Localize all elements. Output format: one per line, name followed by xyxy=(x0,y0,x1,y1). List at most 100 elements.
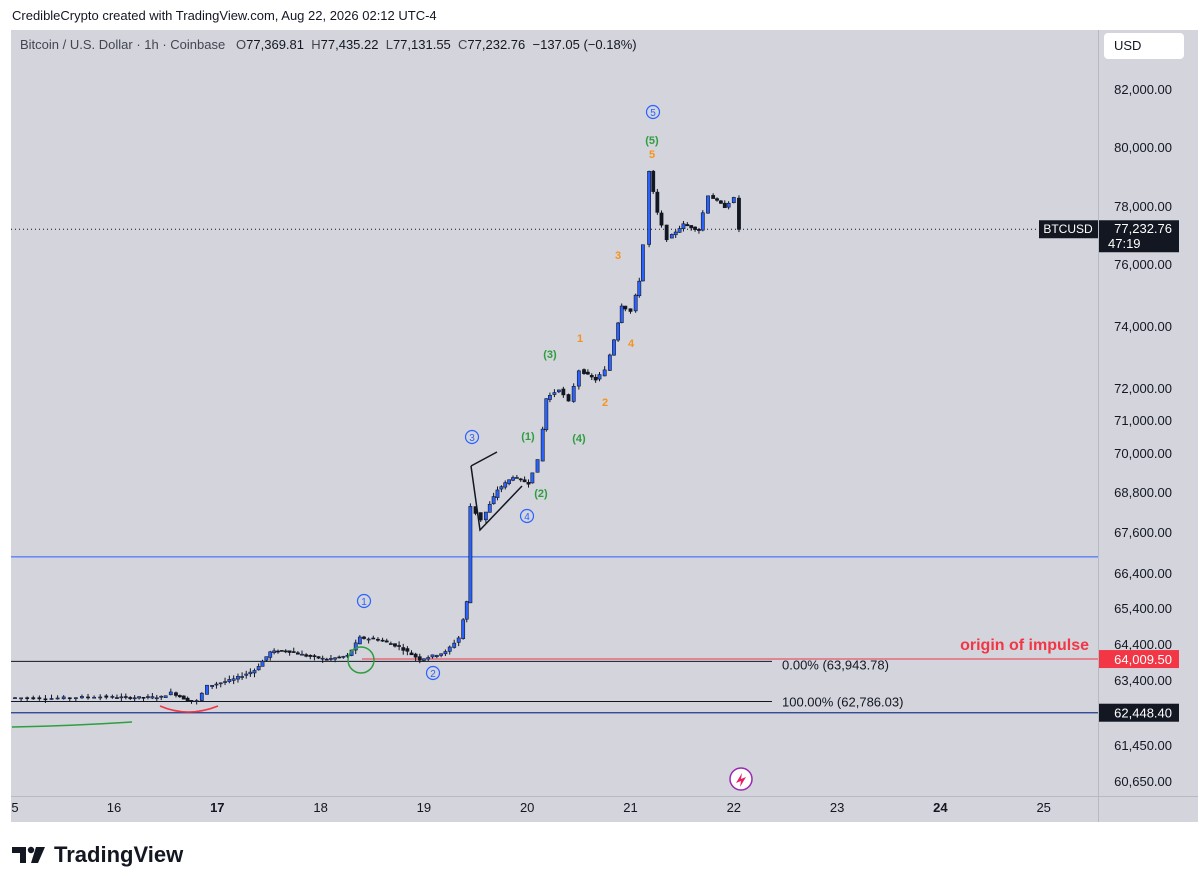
candle-body[interactable] xyxy=(132,697,137,700)
candle-body[interactable] xyxy=(333,657,337,660)
candle-body[interactable] xyxy=(320,657,325,660)
candle-body[interactable] xyxy=(726,202,731,208)
candle-body[interactable] xyxy=(236,676,240,680)
candle-body[interactable] xyxy=(689,225,694,229)
candle-body[interactable] xyxy=(25,697,30,699)
candle-body[interactable] xyxy=(205,684,209,695)
candle-body[interactable] xyxy=(137,696,141,699)
candle-body[interactable] xyxy=(405,648,410,652)
candle-body[interactable] xyxy=(214,683,219,686)
candle-body[interactable] xyxy=(283,650,288,653)
candle-body[interactable] xyxy=(556,389,561,393)
candle-body[interactable] xyxy=(240,676,244,678)
candle-body[interactable] xyxy=(522,479,527,483)
candle-body[interactable] xyxy=(31,697,36,700)
candle-body[interactable] xyxy=(231,678,236,681)
symbol-name[interactable]: Bitcoin / U.S. Dollar · 1h · Coinbase xyxy=(20,37,226,52)
candle-body[interactable] xyxy=(55,697,60,700)
candle-body[interactable] xyxy=(456,637,461,643)
candle-body[interactable] xyxy=(393,643,397,647)
candle-body[interactable] xyxy=(401,647,406,651)
candle-body[interactable] xyxy=(248,671,253,675)
candle-body[interactable] xyxy=(272,650,277,653)
candle-body[interactable] xyxy=(98,696,103,699)
candle-body[interactable] xyxy=(146,696,150,698)
candle-body[interactable] xyxy=(252,670,257,674)
candle-body[interactable] xyxy=(210,684,215,687)
candle-body[interactable] xyxy=(628,308,633,312)
candle-body[interactable] xyxy=(535,459,540,473)
candle-body[interactable] xyxy=(316,656,321,659)
candle-body[interactable] xyxy=(409,652,414,656)
candle-body[interactable] xyxy=(181,695,186,700)
red-arc-marker[interactable] xyxy=(159,705,219,713)
candle-body[interactable] xyxy=(295,652,300,655)
candle-body[interactable] xyxy=(104,695,109,698)
candle-body[interactable] xyxy=(223,681,227,683)
candle-body[interactable] xyxy=(511,477,515,481)
candle-body[interactable] xyxy=(163,695,168,698)
candle-body[interactable] xyxy=(308,654,313,657)
candle-body[interactable] xyxy=(49,698,54,700)
candle-body[interactable] xyxy=(669,234,674,239)
candle-body[interactable] xyxy=(585,371,590,375)
candle-body[interactable] xyxy=(227,679,232,682)
candle-body[interactable] xyxy=(478,512,483,521)
candle-body[interactable] xyxy=(80,696,84,699)
candle-body[interactable] xyxy=(491,496,496,505)
candle-body[interactable] xyxy=(260,660,265,667)
candle-body[interactable] xyxy=(526,482,531,485)
candle-body[interactable] xyxy=(168,691,173,696)
candle-body[interactable] xyxy=(483,511,488,521)
candle-body[interactable] xyxy=(380,639,385,642)
candle-body[interactable] xyxy=(589,375,594,378)
candle-body[interactable] xyxy=(503,482,508,488)
candle-body[interactable] xyxy=(177,695,182,698)
candle-body[interactable] xyxy=(434,655,439,658)
candle-body[interactable] xyxy=(312,655,317,657)
candle-body[interactable] xyxy=(43,698,48,701)
candle-body[interactable] xyxy=(737,197,741,230)
candle-body[interactable] xyxy=(597,374,602,380)
candle-body[interactable] xyxy=(300,653,304,656)
candle-body[interactable] xyxy=(73,697,78,699)
candle-body[interactable] xyxy=(487,503,492,513)
candle-body[interactable] xyxy=(602,369,607,377)
candle-body[interactable] xyxy=(677,228,682,233)
candle-body[interactable] xyxy=(514,477,519,479)
candle-body[interactable] xyxy=(655,191,660,213)
candle-body[interactable] xyxy=(637,280,642,297)
candle-body[interactable] xyxy=(461,619,466,639)
candle-body[interactable] xyxy=(371,637,376,640)
candle-body[interactable] xyxy=(417,656,422,661)
candle-body[interactable] xyxy=(540,428,545,462)
candle-body[interactable] xyxy=(718,200,723,204)
candle-body[interactable] xyxy=(123,696,128,698)
candle-body[interactable] xyxy=(619,305,624,323)
candle-body[interactable] xyxy=(287,650,292,653)
candle-body[interactable] xyxy=(413,653,418,658)
candle-body[interactable] xyxy=(464,601,469,620)
candle-body[interactable] xyxy=(13,697,17,699)
candle-body[interactable] xyxy=(681,223,686,229)
candle-body[interactable] xyxy=(576,370,581,387)
candle-body[interactable] xyxy=(693,226,697,230)
candle-body[interactable] xyxy=(673,231,678,236)
candle-body[interactable] xyxy=(700,212,705,231)
candle-body[interactable] xyxy=(67,697,72,700)
candle-body[interactable] xyxy=(507,479,512,484)
candle-body[interactable] xyxy=(571,385,576,402)
candle-body[interactable] xyxy=(264,656,269,661)
candle-body[interactable] xyxy=(279,650,284,652)
candle-body[interactable] xyxy=(185,697,190,702)
candle-body[interactable] xyxy=(61,696,66,700)
candle-body[interactable] xyxy=(194,700,199,702)
candle-body[interactable] xyxy=(633,294,638,312)
candle-body[interactable] xyxy=(329,658,333,660)
candle-body[interactable] xyxy=(115,697,119,699)
candle-body[interactable] xyxy=(376,638,380,641)
candle-body[interactable] xyxy=(447,646,452,652)
candle-body[interactable] xyxy=(468,506,473,604)
candle-body[interactable] xyxy=(362,636,366,639)
